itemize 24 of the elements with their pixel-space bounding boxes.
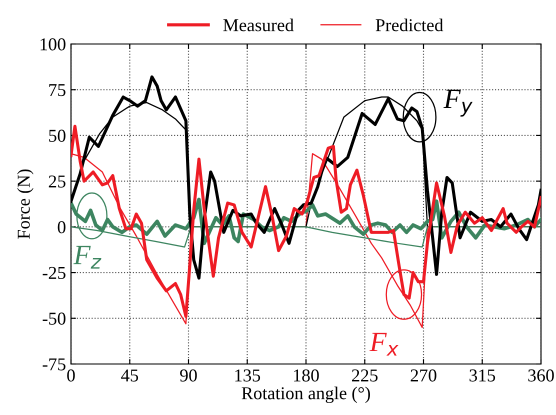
y-axis-title: Force (N)	[17, 169, 34, 239]
x-tick-label: 270	[410, 369, 436, 382]
y-tick-label: -25	[42, 266, 66, 280]
x-tick-label: 180	[294, 369, 319, 382]
y-tick-label: -50	[42, 312, 66, 325]
y-tick-label: 100	[40, 38, 66, 50]
y-tick-label: 0	[58, 221, 66, 234]
annotation: F$_{x}$	[369, 332, 399, 356]
x-tick-label: 225	[352, 369, 378, 382]
x-tick-label: 45	[121, 370, 138, 382]
x-tick-label: 360	[528, 369, 554, 382]
legend-label: Predicted	[376, 18, 444, 32]
y-tick-label: 75	[49, 84, 66, 96]
x-tick-label: 315	[470, 369, 496, 382]
y-tick-label: 50	[49, 130, 66, 142]
annotation: F$_{z}$	[73, 246, 102, 269]
annotation: F$_{y}$	[443, 90, 473, 117]
x-axis-title: Rotation angle (°)	[242, 386, 370, 404]
y-tick-label: 25	[48, 175, 66, 188]
x-tick-label: 0	[67, 369, 75, 382]
x-tick-label: 90	[180, 369, 197, 382]
y-tick-label: -75	[42, 358, 66, 370]
x-tick-label: 135	[235, 369, 260, 382]
legend-label: Measured	[223, 18, 294, 32]
